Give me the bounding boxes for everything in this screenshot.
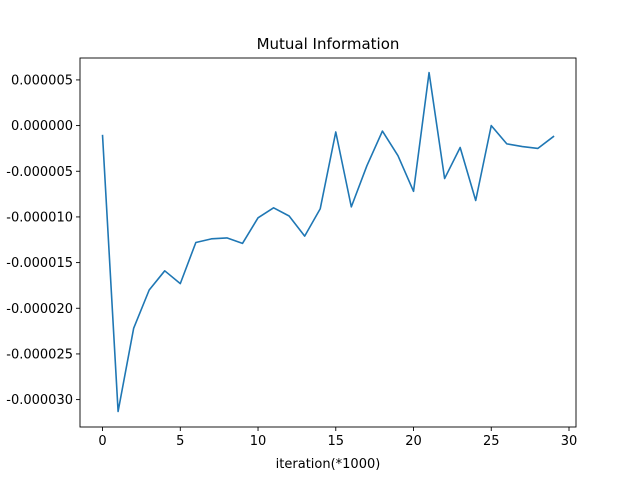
x-tick-label: 0 [98, 434, 106, 449]
x-tick-label: 5 [176, 434, 184, 449]
y-tick-label: -0.000015 [6, 256, 73, 271]
axes-frame [79, 57, 577, 428]
series-line-0 [101, 71, 555, 413]
x-tick-label: 10 [250, 434, 267, 449]
y-tick-label: -0.000030 [6, 393, 73, 408]
chart-title: Mutual Information [257, 35, 400, 53]
y-tick-label: -0.000025 [6, 347, 73, 362]
x-axis-label: iteration(*1000) [276, 457, 381, 472]
x-tick-label: 20 [405, 434, 422, 449]
y-tick-label: 0.000000 [11, 119, 73, 134]
x-tick-label: 25 [483, 434, 500, 449]
x-tick-label: 30 [561, 434, 578, 449]
y-tick-label: -0.000020 [6, 302, 73, 317]
y-tick-label: -0.000010 [6, 210, 73, 225]
y-tick-label: 0.000005 [11, 73, 73, 88]
x-tick-label: 15 [328, 434, 345, 449]
y-tick-label: -0.000005 [6, 165, 73, 180]
plot-area: 0 5 10 15 20 25 30 0.000005 0.000000 -0.000005 -0.… [6, 57, 578, 449]
